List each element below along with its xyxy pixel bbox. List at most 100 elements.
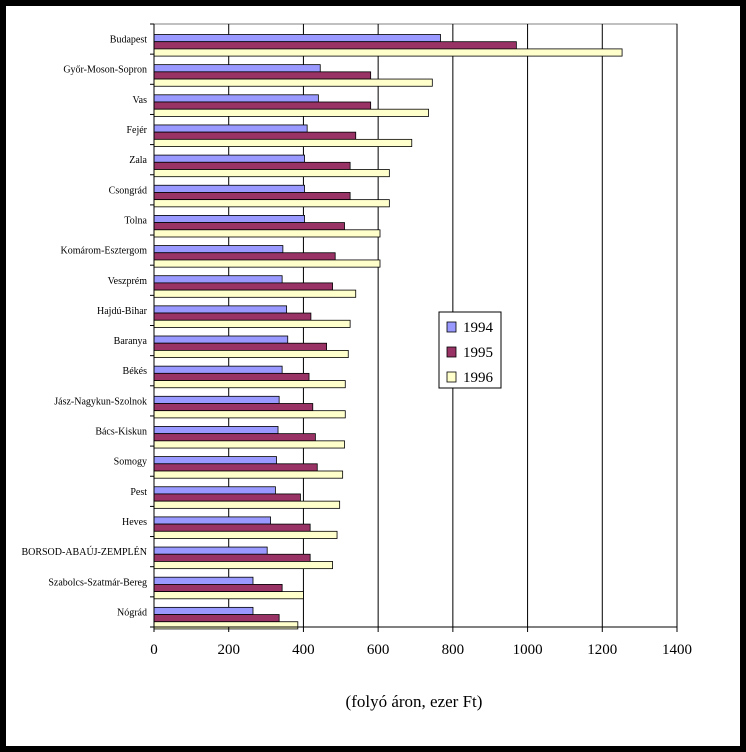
x-axis-title: (folyó áron, ezer Ft) xyxy=(346,692,483,711)
bar-1994 xyxy=(153,245,284,254)
category-label: Békés xyxy=(123,366,148,377)
x-tick-label: 1000 xyxy=(513,642,543,658)
category-label: Fejér xyxy=(126,125,147,136)
x-tick-label: 1200 xyxy=(587,642,617,658)
bar-1995 xyxy=(153,433,316,442)
bar-1994 xyxy=(153,365,283,374)
category-label: Zala xyxy=(129,155,147,166)
category-label: Tolna xyxy=(124,215,147,226)
bar-1994 xyxy=(153,34,441,43)
legend-label: 1994 xyxy=(463,320,494,336)
bar-1995 xyxy=(153,523,311,532)
axes xyxy=(150,23,678,632)
bar-1994 xyxy=(153,335,289,344)
category-label: Budapest xyxy=(110,35,147,46)
category-label: Vas xyxy=(133,95,148,106)
bar-1996 xyxy=(153,229,381,238)
x-tick-label: 600 xyxy=(367,642,390,658)
bar-1996 xyxy=(153,349,349,358)
category-label: Győr-Moson-Sopron xyxy=(63,65,147,76)
bar-chart: Budapest Győr-Moson-Sopron Vas Fejér Zala Cso… xyxy=(21,23,692,711)
x-tick-label: 800 xyxy=(442,642,465,658)
x-tick-labels: 0 200 400 600 800 1000 1200 1400 xyxy=(150,642,692,658)
category-label: BORSOD-ABAÚJ-ZEMPLÉN xyxy=(21,546,147,558)
bar-1995 xyxy=(153,71,372,80)
bar-1996 xyxy=(153,108,429,117)
bar-1996 xyxy=(153,591,304,600)
bar-1994 xyxy=(153,426,279,435)
bar-1995 xyxy=(153,614,280,623)
bar-1996 xyxy=(153,380,346,389)
bar-1996 xyxy=(153,259,381,268)
category-label: Jász-Nagykun-Szolnok xyxy=(54,396,147,407)
bar-1996 xyxy=(153,48,623,57)
category-label: Somogy xyxy=(114,457,147,468)
bar-1995 xyxy=(153,101,372,110)
bar-1995 xyxy=(153,41,517,50)
bar-1996 xyxy=(153,169,390,178)
x-tick-label: 1400 xyxy=(662,642,692,658)
legend-swatch xyxy=(446,346,457,358)
bar-1994 xyxy=(153,94,319,103)
bar-1994 xyxy=(153,214,305,223)
bar-1995 xyxy=(153,282,333,291)
bar-1994 xyxy=(153,124,308,133)
bar-1994 xyxy=(153,64,321,73)
bar-1996 xyxy=(153,470,344,479)
category-label: Szabolcs-Szatmár-Bereg xyxy=(48,577,147,588)
bar-1996 xyxy=(153,440,345,449)
bar-1995 xyxy=(153,161,351,170)
x-tick-label: 200 xyxy=(217,642,240,658)
bar-1996 xyxy=(153,410,346,419)
bar-1994 xyxy=(153,606,254,615)
bar-1996 xyxy=(153,621,299,630)
bar-1994 xyxy=(153,546,268,555)
bar-1994 xyxy=(153,395,280,404)
category-label: Baranya xyxy=(114,336,148,347)
bar-1995 xyxy=(153,192,351,201)
bar-1995 xyxy=(153,493,301,502)
bar-1994 xyxy=(153,305,288,314)
bar-1995 xyxy=(153,372,310,381)
category-label: Csongrád xyxy=(109,185,147,196)
bar-1994 xyxy=(153,486,276,495)
bar-1996 xyxy=(153,561,333,570)
bar-1996 xyxy=(153,530,338,539)
legend-swatch xyxy=(446,371,457,383)
bar-1996 xyxy=(153,289,357,298)
bar-1995 xyxy=(153,342,327,351)
category-labels: Budapest Győr-Moson-Sopron Vas Fejér Zala Cso… xyxy=(21,35,147,619)
legend-label: 1996 xyxy=(463,370,494,386)
category-label: Veszprém xyxy=(108,276,148,287)
x-tick-label: 0 xyxy=(150,642,158,658)
bar-1996 xyxy=(153,199,390,208)
bar-1995 xyxy=(153,252,336,261)
legend: 1994 1995 1996 xyxy=(438,311,502,389)
bar-1995 xyxy=(153,553,311,562)
bar-1994 xyxy=(153,576,254,585)
bar-1994 xyxy=(153,184,305,193)
bar-1995 xyxy=(153,222,345,231)
category-label: Pest xyxy=(130,487,147,498)
category-label: Bács-Kiskun xyxy=(95,427,147,438)
bar-1995 xyxy=(153,403,314,412)
bar-1996 xyxy=(153,500,341,509)
bar-1995 xyxy=(153,131,357,140)
bar-1996 xyxy=(153,319,351,328)
category-label: Komárom-Esztergom xyxy=(61,246,148,257)
bar-1995 xyxy=(153,463,318,472)
bar-1996 xyxy=(153,78,433,87)
bar-1995 xyxy=(153,584,283,593)
bar-1994 xyxy=(153,275,283,284)
bar-1995 xyxy=(153,312,312,321)
bar-1994 xyxy=(153,516,271,525)
bar-1996 xyxy=(153,138,413,147)
bar-1994 xyxy=(153,456,277,465)
bars xyxy=(153,34,623,630)
category-label: Nógrád xyxy=(117,607,147,618)
category-label: Hajdú-Bihar xyxy=(97,306,148,317)
legend-swatch xyxy=(446,321,457,333)
bar-1994 xyxy=(153,154,305,163)
legend-label: 1995 xyxy=(463,345,493,361)
